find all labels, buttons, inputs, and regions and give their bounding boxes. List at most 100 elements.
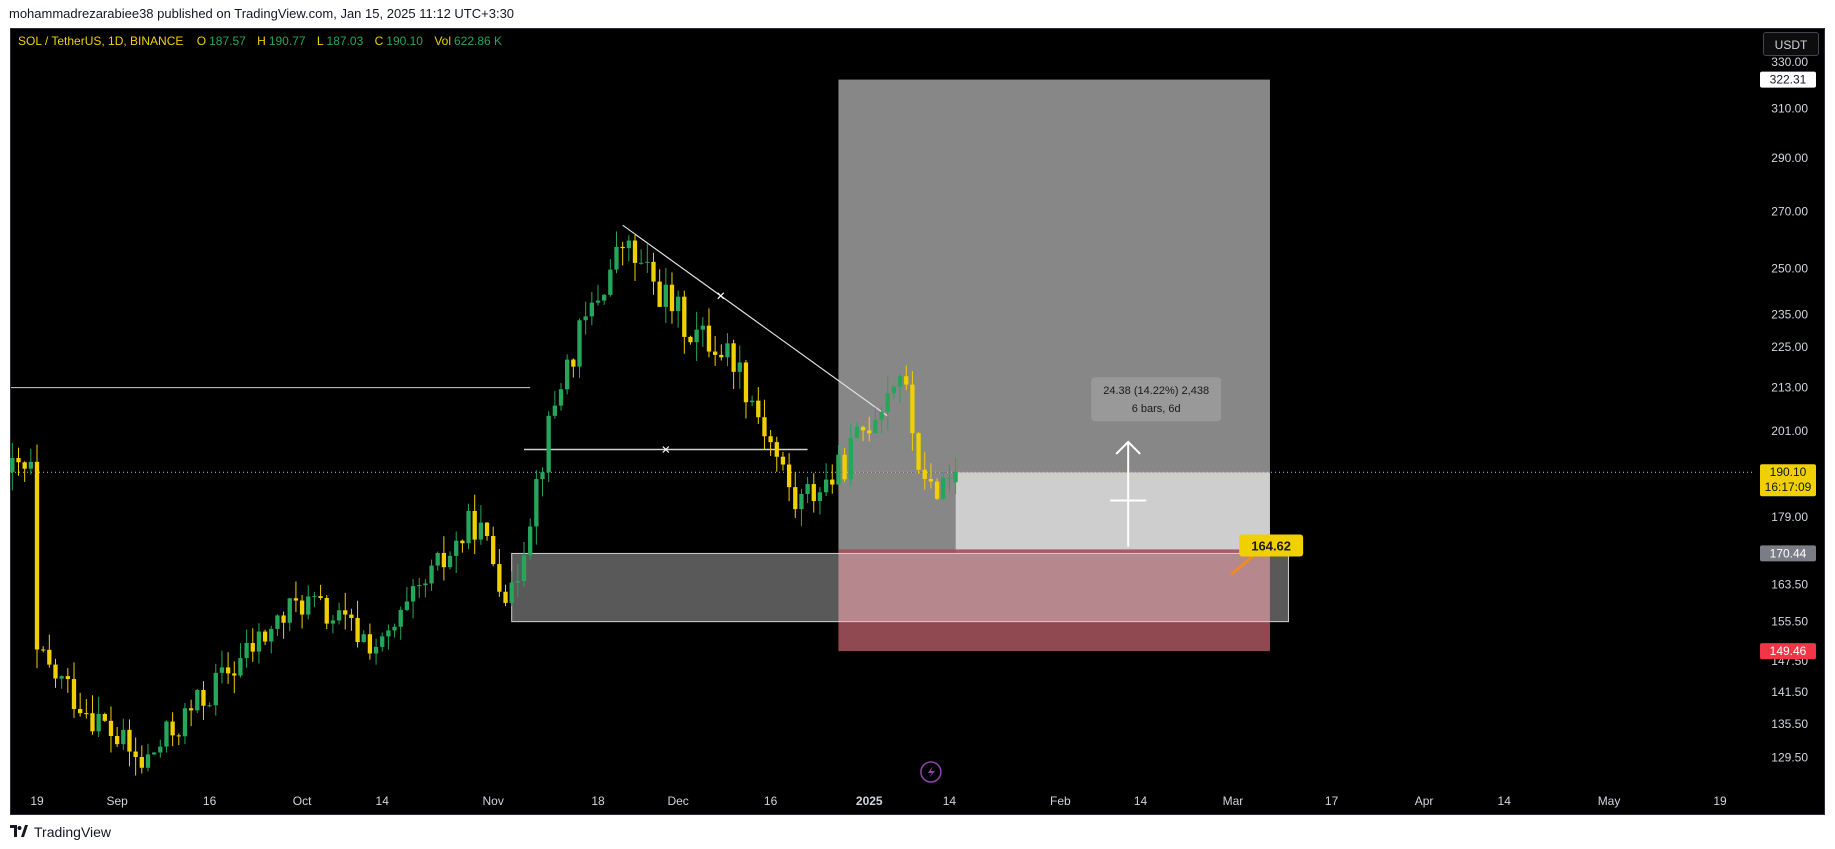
candle [447, 555, 453, 568]
x-tick-label: 16 [203, 794, 217, 808]
x-tick-label: Nov [483, 794, 504, 808]
candle [700, 325, 705, 330]
candle [429, 565, 434, 584]
candle [768, 436, 773, 443]
candle [318, 596, 323, 598]
candle [793, 487, 798, 510]
candle [102, 714, 107, 721]
legend-close-label: C [374, 34, 384, 48]
trendline-marker [717, 292, 725, 300]
candle [299, 600, 305, 615]
x-tick-label: Mar [1223, 794, 1244, 808]
candle [749, 400, 755, 403]
candle [836, 454, 841, 485]
candle [343, 610, 348, 615]
candle [139, 756, 144, 768]
y-tick-label: 235.00 [1771, 308, 1808, 322]
candle [287, 598, 292, 623]
candle [503, 591, 508, 603]
candle [361, 634, 366, 643]
entry-price-label: 170.44 [1770, 546, 1807, 560]
candle [423, 583, 428, 586]
candle [355, 617, 360, 643]
candle [84, 713, 89, 715]
zone-label-bg [1239, 534, 1304, 557]
y-tick-label: 330.00 [1771, 55, 1808, 69]
candle [842, 454, 847, 480]
candle [207, 705, 212, 707]
candle [860, 426, 866, 431]
x-tick-label: 19 [1713, 794, 1727, 808]
x-tick-label: 19 [30, 794, 44, 808]
candle [330, 620, 336, 624]
legend-volume-label: Vol [434, 34, 451, 48]
candle [114, 736, 120, 745]
candle [336, 610, 342, 621]
y-tick-label: 310.00 [1771, 102, 1808, 116]
candle [657, 281, 662, 307]
candle [47, 649, 52, 665]
candle [675, 296, 681, 312]
candle [645, 261, 650, 263]
legend-volume-value: 622.86 K [454, 34, 503, 48]
candle [811, 484, 816, 502]
candle [77, 708, 83, 714]
measure-line-2: 6 bars, 6d [1132, 403, 1181, 415]
candle [256, 631, 262, 652]
demand-zone [511, 552, 1289, 623]
candle [805, 484, 810, 494]
candle [306, 596, 311, 615]
x-tick-label: Sep [106, 794, 128, 808]
candle [688, 336, 693, 343]
x-tick-label: 2025 [856, 794, 883, 808]
candle [188, 708, 194, 711]
candle [762, 417, 767, 437]
target-price-label-bg [1760, 71, 1816, 88]
candle [472, 510, 477, 540]
candle [731, 343, 736, 372]
candle [10, 458, 15, 473]
candle [170, 721, 175, 736]
candle [626, 240, 631, 249]
zone-label: 164.62 [1251, 538, 1291, 553]
y-tick-label: 129.50 [1771, 751, 1808, 765]
candle [250, 642, 255, 652]
candle [854, 426, 860, 438]
candle [780, 456, 786, 465]
candle [725, 343, 730, 358]
candle [534, 479, 539, 527]
currency-button[interactable]: USDT [1763, 32, 1819, 56]
x-tick-label: Apr [1415, 794, 1434, 808]
x-tick-label: 14 [376, 794, 390, 808]
candle [694, 329, 699, 343]
candle [108, 720, 114, 737]
candle [71, 679, 77, 709]
candle [823, 479, 829, 493]
candle [404, 601, 410, 610]
candle [466, 510, 471, 544]
candle [478, 522, 484, 540]
candle [435, 552, 440, 566]
candle [583, 316, 588, 321]
y-tick-label: 201.00 [1771, 424, 1808, 438]
candle [244, 642, 249, 659]
entry-price-label-bg [1760, 545, 1816, 562]
legend-open-label: O [196, 34, 207, 48]
candle [121, 729, 126, 745]
candle [410, 586, 416, 602]
candle [232, 673, 237, 676]
last-price-label: 190.10 [1770, 465, 1807, 479]
candle [441, 552, 447, 568]
candle [682, 296, 687, 337]
candle [848, 437, 853, 480]
trendline [622, 224, 889, 417]
neckline-marker [662, 446, 670, 453]
candle [712, 351, 718, 355]
candle [910, 384, 915, 434]
candle [182, 708, 188, 737]
candle [589, 302, 594, 317]
candle [947, 477, 952, 479]
candle [817, 492, 823, 502]
measure-box [1091, 377, 1222, 422]
